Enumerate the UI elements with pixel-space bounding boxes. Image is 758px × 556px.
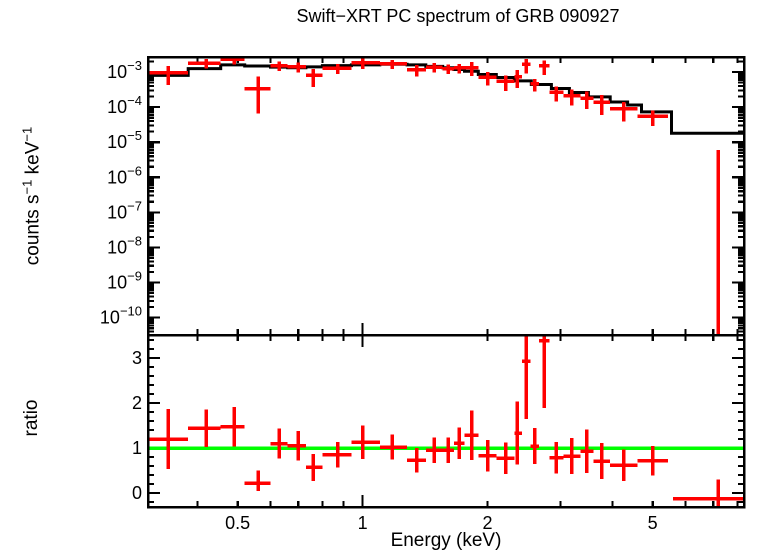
y-tick-label-spectrum: 10−6 bbox=[107, 163, 142, 187]
y-tick-label-spectrum: 10−5 bbox=[107, 128, 142, 152]
spectrum-data-series bbox=[148, 57, 721, 335]
x-tick-label: 5 bbox=[648, 513, 658, 533]
axis-ticks bbox=[148, 57, 744, 507]
x-tick-label: 2 bbox=[483, 513, 493, 533]
x-tick-label: 1 bbox=[358, 513, 368, 533]
plot-title: Swift−XRT PC spectrum of GRB 090927 bbox=[296, 6, 620, 26]
x-axis-label: Energy (keV) bbox=[390, 530, 502, 551]
y-tick-label-spectrum: 10−9 bbox=[107, 269, 142, 293]
panel-frames bbox=[146, 55, 746, 509]
y-tick-label-spectrum: 10−8 bbox=[107, 233, 142, 257]
model-step-line bbox=[148, 62, 744, 135]
y-tick-label-spectrum: 10−3 bbox=[107, 58, 142, 82]
y-tick-label-ratio: 2 bbox=[132, 393, 142, 413]
y-tick-label-ratio: 0 bbox=[132, 483, 142, 503]
ratio-data-series bbox=[148, 335, 744, 507]
y-tick-label-ratio: 1 bbox=[132, 438, 142, 458]
model-line-series bbox=[148, 62, 744, 135]
y-tick-label-spectrum: 10−7 bbox=[107, 198, 142, 222]
x-tick-label: 0.5 bbox=[225, 513, 250, 533]
y-tick-label-spectrum: 10−10 bbox=[100, 304, 142, 328]
axis-tick-labels: 0.5 1 2 5 10−3 10−4 10−5 10−6 10−7 10−8 10−9 10−10 0… bbox=[100, 58, 658, 533]
ratio-panel-frame bbox=[146, 333, 746, 509]
spectrum-panel-frame bbox=[146, 55, 746, 337]
y-tick-label-ratio: 3 bbox=[132, 348, 142, 368]
y-tick-label-spectrum: 10−4 bbox=[107, 93, 142, 117]
